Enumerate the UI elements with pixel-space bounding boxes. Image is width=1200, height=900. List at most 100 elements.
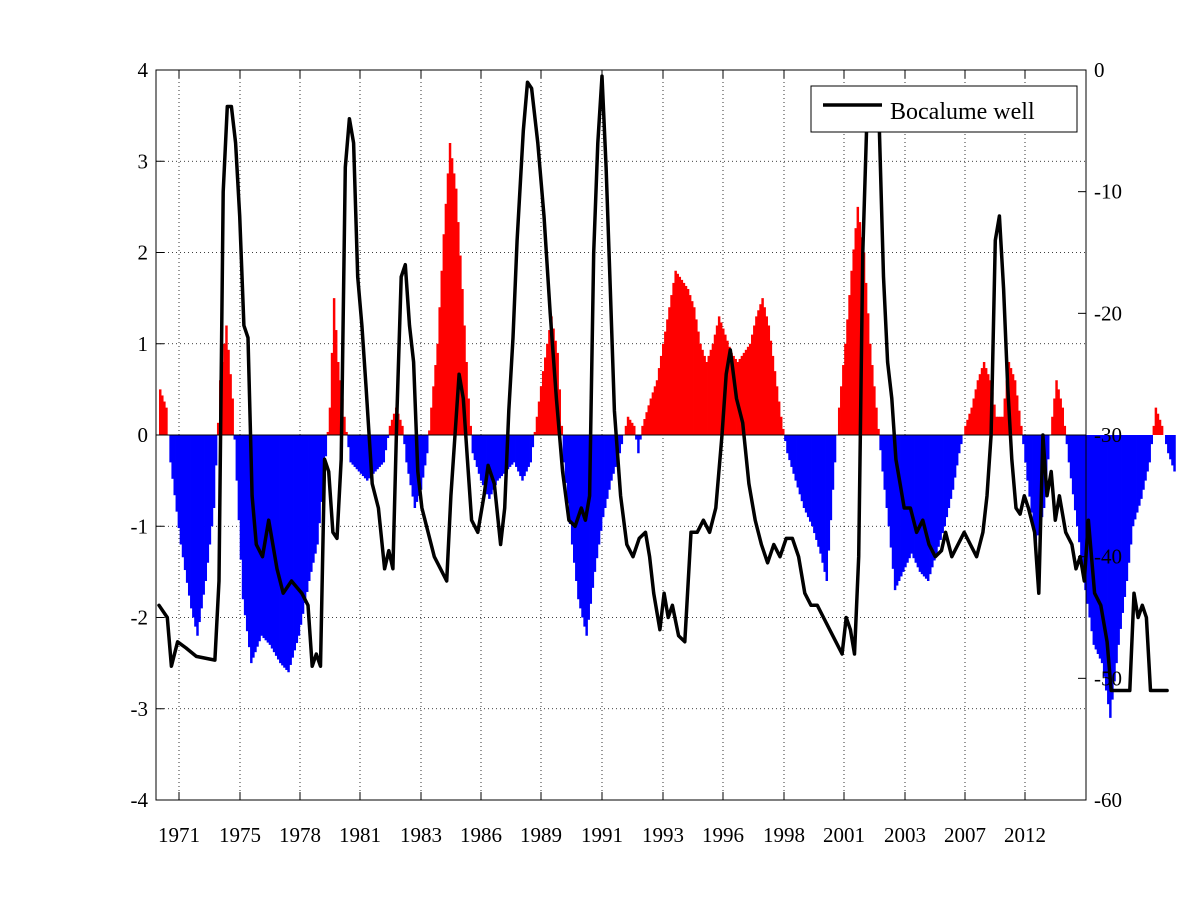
bar xyxy=(320,435,323,502)
bar xyxy=(517,435,520,472)
bar xyxy=(657,368,661,435)
bar xyxy=(949,435,953,499)
bar xyxy=(1129,435,1133,545)
bar xyxy=(177,435,181,529)
bar xyxy=(243,435,247,616)
bar xyxy=(305,435,309,592)
bar xyxy=(206,435,210,563)
x-tick-label: 1989 xyxy=(520,823,562,847)
bar xyxy=(904,435,907,568)
bar xyxy=(1171,435,1174,466)
x-tick-label: 2007 xyxy=(944,823,986,847)
bar xyxy=(392,413,396,435)
left-tick-label: -2 xyxy=(131,606,149,630)
bar xyxy=(403,435,406,445)
bar xyxy=(753,325,756,435)
bar xyxy=(939,435,942,540)
left-tick-label: 2 xyxy=(138,241,149,265)
bar xyxy=(512,435,516,463)
bar xyxy=(792,435,795,474)
bar xyxy=(1136,435,1139,513)
left-tick-label: 3 xyxy=(138,149,149,173)
bar xyxy=(676,273,679,435)
bar xyxy=(535,416,539,435)
bar xyxy=(635,435,638,440)
bar xyxy=(442,234,446,435)
x-tick-label: 1978 xyxy=(279,823,321,847)
bar xyxy=(426,435,429,454)
bar xyxy=(1055,380,1058,435)
bar xyxy=(844,343,847,435)
bar xyxy=(626,416,630,435)
bar xyxy=(618,435,622,454)
bar xyxy=(1003,398,1007,435)
bar xyxy=(519,435,522,477)
bar xyxy=(871,365,874,435)
right-tick-label: 0 xyxy=(1094,58,1105,82)
bar xyxy=(1015,395,1019,435)
left-axis-tick-labels: -4 -3 -2 -1 0 1 2 3 4 xyxy=(131,58,149,812)
bar xyxy=(1078,435,1081,543)
left-tick-label: 1 xyxy=(138,332,149,356)
bar xyxy=(436,343,439,435)
bar xyxy=(968,413,971,435)
axis-ticks xyxy=(156,69,1086,801)
bar xyxy=(637,435,640,454)
x-tick-label: 1986 xyxy=(460,823,502,847)
bar xyxy=(825,435,829,581)
bar xyxy=(496,435,499,481)
bar xyxy=(630,422,634,435)
bar xyxy=(606,435,609,499)
bar xyxy=(210,435,214,527)
line-series-bocalume-well xyxy=(157,74,1169,693)
bar xyxy=(782,428,785,435)
bar xyxy=(943,435,946,527)
bar xyxy=(757,310,760,435)
bar xyxy=(1152,425,1156,435)
bar xyxy=(784,435,787,442)
bar xyxy=(1133,435,1137,520)
bar xyxy=(295,435,299,644)
legend: Bocalume well xyxy=(810,85,1078,133)
bar xyxy=(479,435,483,481)
bar xyxy=(444,203,448,435)
bar xyxy=(550,316,553,435)
bar xyxy=(881,435,884,472)
bar xyxy=(1034,435,1038,545)
bar xyxy=(653,386,657,435)
bar xyxy=(287,435,290,673)
bar xyxy=(502,435,506,474)
bar xyxy=(457,222,460,435)
bar xyxy=(361,435,365,477)
bar xyxy=(330,352,334,435)
bar xyxy=(181,435,185,558)
bar xyxy=(933,435,936,561)
x-tick-label: 2003 xyxy=(884,823,926,847)
bar xyxy=(411,435,415,497)
bar xyxy=(475,435,479,467)
bar xyxy=(970,407,973,436)
bar xyxy=(1111,435,1114,700)
bar xyxy=(382,435,386,463)
bar xyxy=(929,435,932,575)
bar xyxy=(980,368,984,435)
bar xyxy=(1061,407,1064,436)
bar xyxy=(997,416,1000,435)
bar xyxy=(682,282,686,435)
bar xyxy=(767,325,771,435)
bar xyxy=(252,435,255,658)
bar xyxy=(293,435,297,651)
bar xyxy=(633,425,636,435)
bar xyxy=(715,325,719,435)
bar xyxy=(821,435,824,563)
bar xyxy=(645,412,648,435)
bar xyxy=(813,435,816,534)
bar xyxy=(958,435,961,454)
bar xyxy=(726,340,729,435)
bar xyxy=(345,431,348,435)
bar xyxy=(310,435,313,572)
bar xyxy=(951,435,955,490)
bar xyxy=(541,371,545,436)
bar xyxy=(566,435,570,504)
bar xyxy=(214,435,218,466)
